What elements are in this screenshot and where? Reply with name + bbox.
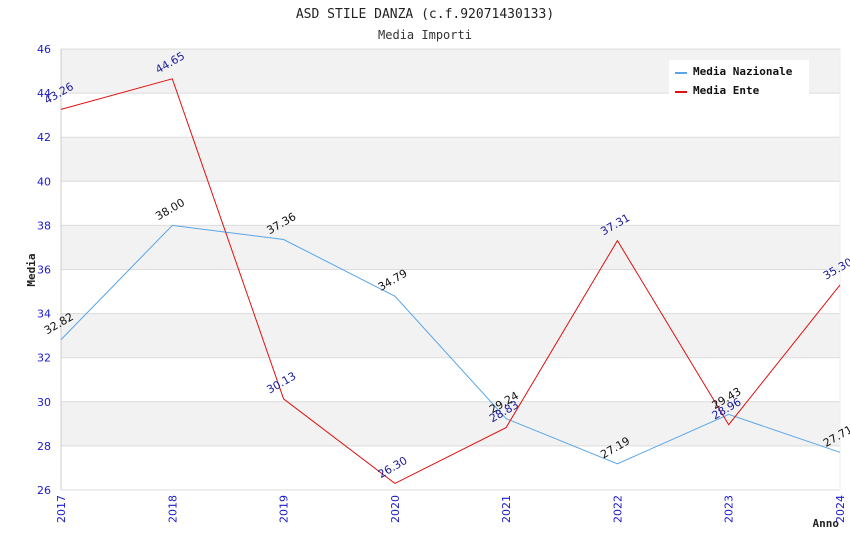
legend-entry-media-ente: Media Ente: [693, 84, 760, 97]
y-tick-label: 46: [37, 43, 51, 56]
plot-band: [61, 137, 840, 182]
x-axis-ticks: 2017 2018 2019 2020 2021 2022 2023 2024: [55, 495, 847, 523]
x-tick-label: 2017: [55, 495, 68, 523]
x-tick-label: 2021: [500, 495, 513, 523]
y-axis-ticks: 26 28 30 32 34 36 38 40 42 44 46: [37, 43, 51, 497]
plot-band: [61, 225, 840, 270]
y-tick-label: 44: [37, 87, 51, 100]
plot-band: [61, 181, 840, 226]
series-lines: [60, 78, 841, 484]
plot-band: [61, 269, 840, 314]
x-tick-label: 2022: [611, 495, 624, 523]
y-tick-label: 40: [37, 175, 51, 188]
legend: Media Nazionale Media Ente: [669, 60, 809, 98]
y-tick-label: 26: [37, 484, 51, 497]
legend-entry-media-nazionale: Media Nazionale: [693, 65, 793, 78]
legend-box: [669, 60, 809, 98]
chart-subtitle: Media Importi: [378, 28, 472, 42]
x-tick-label: 2023: [723, 495, 736, 523]
series-line-media-ente: [60, 78, 841, 484]
x-axis-label: Anno: [813, 517, 840, 530]
x-tick-label: 2019: [278, 495, 291, 523]
y-tick-label: 42: [37, 131, 51, 144]
y-axis-label: Media: [25, 253, 38, 286]
plot-background: [61, 49, 840, 490]
y-tick-label: 36: [37, 264, 51, 277]
y-tick-label: 34: [37, 308, 51, 321]
series-line-media-nazionale: [60, 224, 841, 465]
y-tick-label: 30: [37, 396, 51, 409]
x-tick-label: 2018: [166, 495, 179, 523]
y-tick-label: 38: [37, 219, 51, 232]
x-tick-label: 2024: [834, 495, 847, 523]
chart-title: ASD STILE DANZA (c.f.92071430133): [296, 7, 554, 22]
plot-band: [61, 401, 840, 446]
y-tick-label: 32: [37, 352, 51, 365]
y-tick-label: 28: [37, 440, 51, 453]
plot-band: [61, 445, 840, 490]
plot-band: [61, 93, 840, 138]
plot-band: [61, 313, 840, 358]
x-tick-label: 2020: [389, 495, 402, 523]
